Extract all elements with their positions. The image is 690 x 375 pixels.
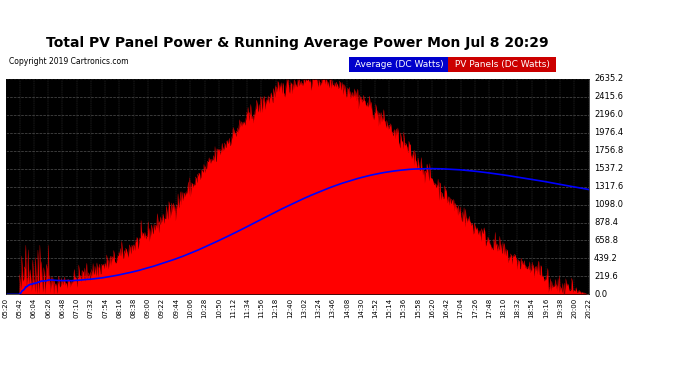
Text: 10:06: 10:06	[188, 298, 193, 318]
Text: Copyright 2019 Cartronics.com: Copyright 2019 Cartronics.com	[9, 57, 128, 66]
Text: 13:02: 13:02	[301, 298, 307, 318]
Text: 1098.0: 1098.0	[594, 200, 623, 209]
Text: 1976.4: 1976.4	[594, 128, 623, 137]
Text: 16:42: 16:42	[444, 298, 449, 318]
Text: 1756.8: 1756.8	[594, 146, 623, 155]
Text: 0.0: 0.0	[594, 290, 607, 299]
Text: 09:00: 09:00	[145, 298, 150, 318]
Text: 05:42: 05:42	[17, 298, 23, 318]
Text: 18:54: 18:54	[529, 298, 535, 318]
Text: 11:56: 11:56	[259, 298, 264, 318]
Text: 07:54: 07:54	[102, 298, 108, 318]
Text: 14:30: 14:30	[358, 298, 364, 318]
Text: 439.2: 439.2	[594, 254, 618, 263]
Text: 05:20: 05:20	[3, 298, 8, 318]
Text: 06:48: 06:48	[59, 298, 66, 318]
Text: 878.4: 878.4	[594, 218, 618, 227]
Text: 2415.6: 2415.6	[594, 92, 623, 101]
Text: 09:22: 09:22	[159, 298, 165, 318]
Text: 15:58: 15:58	[415, 298, 421, 318]
Text: 19:16: 19:16	[543, 298, 549, 318]
Text: 17:48: 17:48	[486, 298, 492, 318]
Text: 20:22: 20:22	[586, 298, 591, 318]
Text: 06:26: 06:26	[45, 298, 51, 318]
Text: 11:12: 11:12	[230, 298, 236, 318]
Text: 08:38: 08:38	[130, 298, 137, 318]
Text: 14:52: 14:52	[373, 298, 378, 318]
Text: 16:20: 16:20	[429, 298, 435, 318]
Text: 09:44: 09:44	[173, 298, 179, 318]
Text: 1537.2: 1537.2	[594, 164, 623, 173]
Text: 19:38: 19:38	[557, 298, 563, 318]
Text: 2196.0: 2196.0	[594, 110, 623, 119]
Text: 07:32: 07:32	[88, 298, 94, 318]
Text: 10:50: 10:50	[216, 298, 221, 318]
Text: 18:10: 18:10	[500, 298, 506, 318]
Text: 17:26: 17:26	[472, 298, 477, 318]
Text: 2635.2: 2635.2	[594, 74, 623, 83]
Text: 17:04: 17:04	[457, 298, 464, 318]
Text: 13:24: 13:24	[315, 298, 322, 318]
Text: PV Panels (DC Watts): PV Panels (DC Watts)	[451, 60, 552, 69]
Text: 14:08: 14:08	[344, 298, 350, 318]
Text: 13:46: 13:46	[330, 298, 335, 318]
Text: 15:36: 15:36	[401, 298, 406, 318]
Text: 15:14: 15:14	[386, 298, 393, 318]
Text: Average (DC Watts): Average (DC Watts)	[353, 60, 447, 69]
Text: 11:34: 11:34	[244, 298, 250, 318]
Text: 1317.6: 1317.6	[594, 182, 623, 191]
Text: 06:04: 06:04	[31, 298, 37, 318]
Text: 219.6: 219.6	[594, 272, 618, 281]
Text: 18:32: 18:32	[515, 298, 520, 318]
Text: 10:28: 10:28	[201, 298, 208, 318]
Text: 12:18: 12:18	[273, 298, 279, 318]
Text: 12:40: 12:40	[287, 298, 293, 318]
Text: 20:00: 20:00	[571, 298, 578, 318]
Text: 08:16: 08:16	[117, 298, 122, 318]
Text: Total PV Panel Power & Running Average Power Mon Jul 8 20:29: Total PV Panel Power & Running Average P…	[46, 36, 549, 50]
Text: 658.8: 658.8	[594, 236, 618, 245]
Text: 07:10: 07:10	[74, 298, 79, 318]
